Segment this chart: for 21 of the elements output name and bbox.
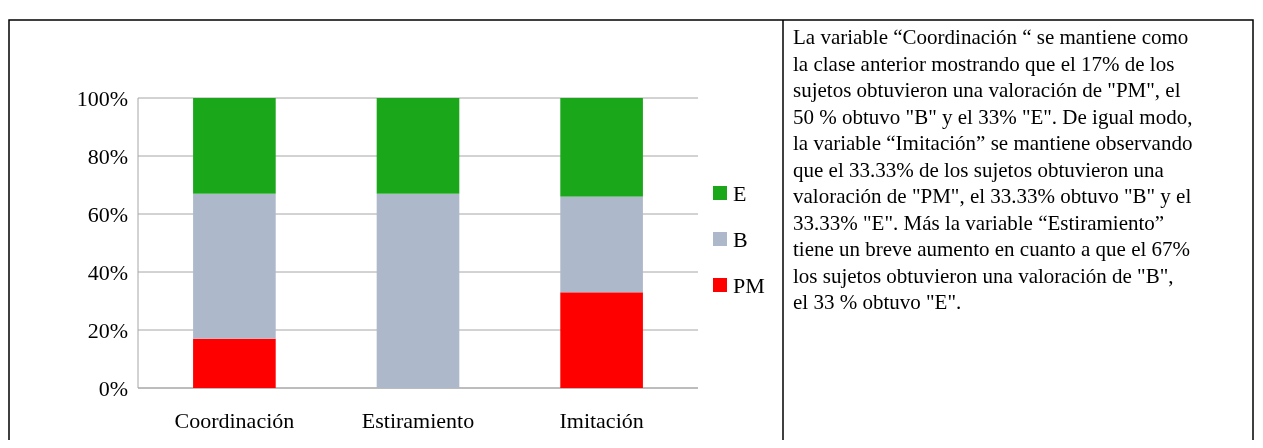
bar (193, 338, 276, 388)
legend-label: E (733, 180, 747, 206)
y-tick-label: 100% (76, 85, 128, 111)
legend-label: PM (733, 272, 765, 298)
bar (560, 98, 643, 197)
y-tick-label: 40% (87, 259, 128, 285)
text: La variable “Coordinación “ se mantiene como la clase anterior mostrando que el 17% de los sujetos obtuvieron una valoración de "PM", el 50 % obtuvo "B" y el 33% "E". De igual modo, la variable “Imitación” se mantiene observando que el 33.33% de los sujetos obtuvieron una valoración de "PM", el 33.33% obtuvo "B" y el 33.33% "E". Más la variable “Estiramiento” tiene un breve aumento en cuanto a que el 67% los sujetos obtuvieron una valoración de "B", el 33 % obtuvo "E". (793, 25, 1193, 314)
bar (560, 196, 643, 293)
y-tick-label: 80% (87, 143, 128, 169)
y-tick-label: 0% (98, 375, 128, 401)
x-tick-label: Imitación (559, 408, 644, 433)
bar (376, 193, 460, 388)
bar (193, 193, 276, 339)
x-tick-label: Coordinación (174, 408, 295, 433)
bar (560, 292, 643, 388)
bar (376, 98, 460, 194)
bar (193, 98, 276, 194)
y-tick-label: 60% (87, 201, 128, 227)
legend-label: B (733, 226, 748, 252)
y-tick-label: 20% (87, 317, 128, 343)
x-tick-label: Estiramiento (361, 408, 475, 433)
